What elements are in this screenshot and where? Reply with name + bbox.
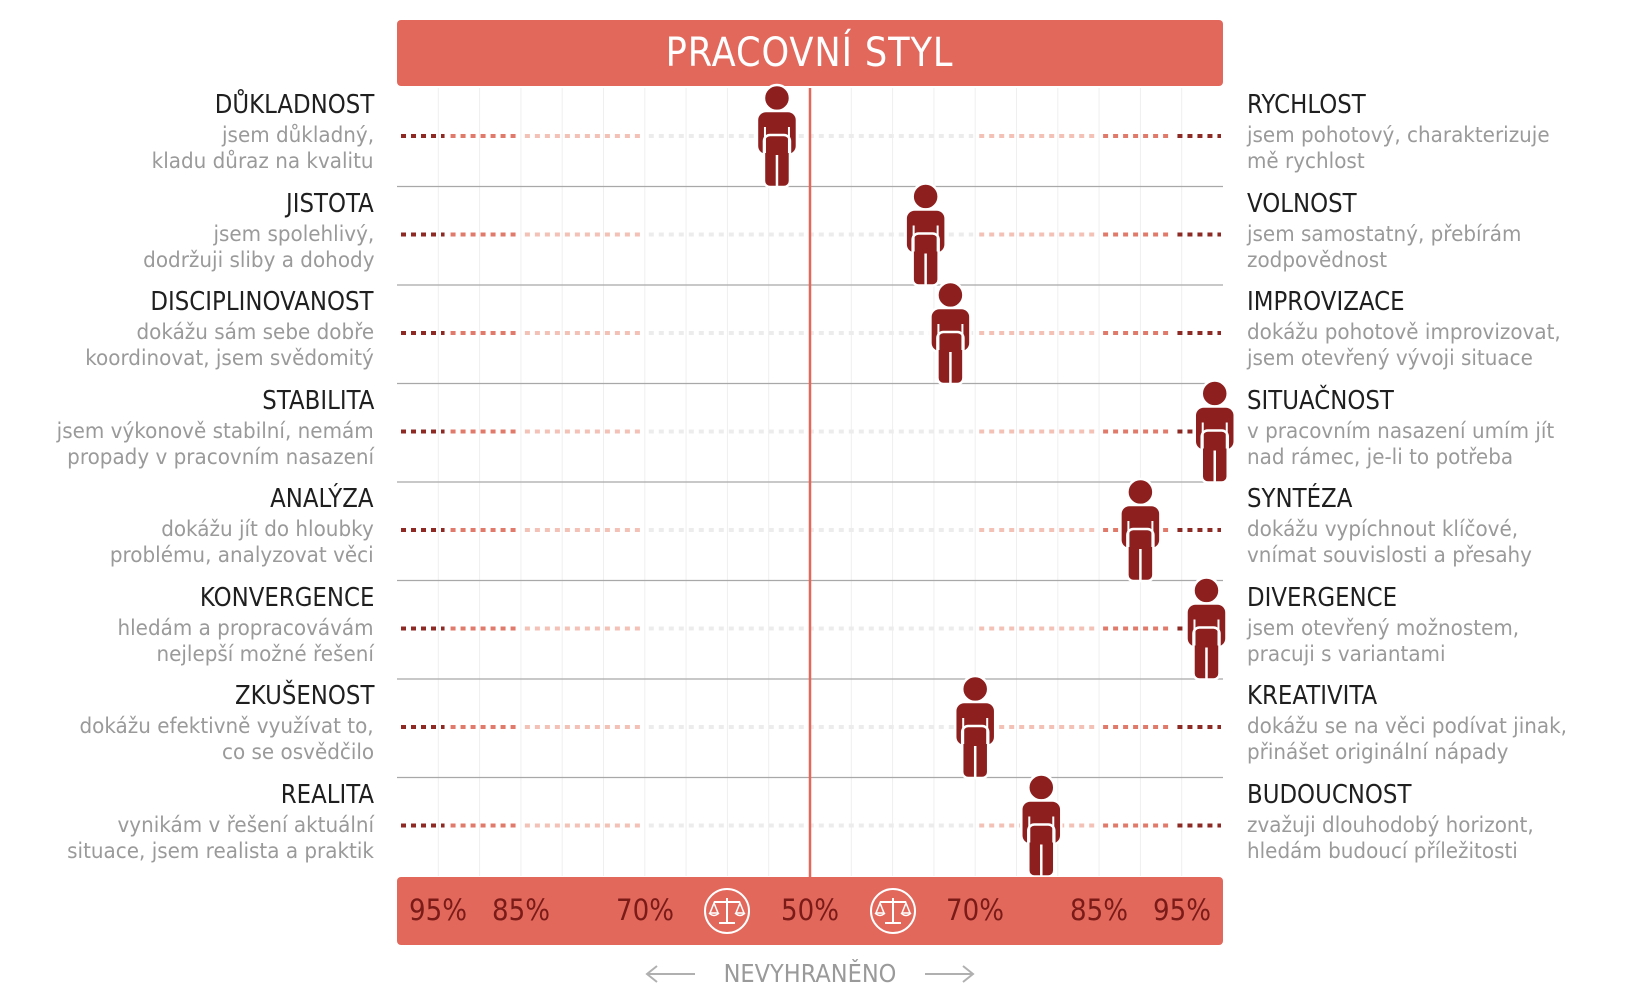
right-trait-description: dokážu pohotově improvizovat, xyxy=(1247,320,1561,344)
left-trait-description: co se osvědčilo xyxy=(221,740,374,764)
person-marker xyxy=(1193,379,1236,484)
right-trait-description: mě rychlost xyxy=(1247,149,1365,173)
right-trait-description: zvažuji dlouhodobý horizont, xyxy=(1247,812,1534,837)
right-trait-description: nad rámec, je-li to potřeba xyxy=(1247,444,1514,469)
left-trait-title: REALITA xyxy=(280,779,374,810)
axis-tick: 50% xyxy=(780,893,840,927)
balance-scale-icon xyxy=(869,888,916,934)
right-trait-description: hledám budoucí příležitosti xyxy=(1247,838,1518,863)
right-trait-description: dokážu vypíchnout klíčové, xyxy=(1247,517,1519,541)
left-trait-description: jsem spolehlivý, xyxy=(213,221,374,246)
left-trait-description: koordinovat, jsem svědomitý xyxy=(85,346,374,370)
right-trait-title: VOLNOST xyxy=(1247,188,1357,219)
right-trait-description: jsem pohotový, charakterizuje xyxy=(1247,123,1550,147)
left-trait-title: KONVERGENCE xyxy=(199,582,374,613)
right-trait-title: IMPROVIZACE xyxy=(1247,287,1405,317)
page-title: PRACOVNÍ STYL xyxy=(666,30,954,76)
axis-bar: 95% 85% 70% 50% 70% 85% 95% xyxy=(397,877,1223,945)
left-trait-description: jsem výkonově stabilní, nemám xyxy=(56,418,374,443)
right-trait-title: SITUAČNOST xyxy=(1247,385,1394,416)
balance-scale-icon xyxy=(704,888,751,934)
axis-tick: 95% xyxy=(409,893,468,927)
axis-tick: 70% xyxy=(946,893,1005,927)
right-trait-title: DIVERGENCE xyxy=(1247,582,1398,613)
right-trait-description: jsem otevřený možnostem, xyxy=(1247,615,1520,640)
title-banner: PRACOVNÍ STYL xyxy=(397,20,1223,86)
left-trait-title: STABILITA xyxy=(261,385,374,416)
axis-tick: 85% xyxy=(1070,893,1129,927)
axis-tick: 95% xyxy=(1152,893,1211,927)
right-trait-description: přinášet originální nápady xyxy=(1247,740,1509,764)
left-trait-description: propady v pracovním nasazení xyxy=(67,444,374,469)
left-trait-description: vynikám v řešení aktuální xyxy=(117,812,374,837)
axis-tick: 85% xyxy=(491,893,550,927)
left-trait-description: dokážu efektivně využívat to, xyxy=(79,714,374,738)
right-trait-description: jsem otevřený vývoji situace xyxy=(1247,346,1533,370)
left-trait-title: DŮKLADNOST xyxy=(214,90,374,120)
right-trait-description: zodpovědnost xyxy=(1247,247,1388,272)
neutral-range-indicator: NEVYHRANĚNO xyxy=(645,956,975,992)
left-trait-title: ANALÝZA xyxy=(270,484,374,514)
left-trait-title: ZKUŠENOST xyxy=(234,681,374,711)
right-trait-description: jsem samostatný, přebírám xyxy=(1247,221,1522,246)
neutral-range-arrows xyxy=(645,965,975,983)
left-trait-description: situace, jsem realista a praktik xyxy=(67,838,374,863)
right-trait-title: SYNTÉZA xyxy=(1247,484,1353,514)
right-trait-title: KREATIVITA xyxy=(1247,681,1378,711)
left-trait-description: hledám a propracovávám xyxy=(117,615,374,640)
person-marker xyxy=(1119,477,1162,583)
left-trait-description: dokážu jít do hloubky xyxy=(161,517,374,541)
person-marker xyxy=(755,83,799,189)
left-trait-description: dokážu sám sebe dobře xyxy=(136,320,374,344)
right-trait-description: vnímat souvislosti a přesahy xyxy=(1247,543,1532,567)
left-trait-description: dodržuji sliby a dohody xyxy=(142,247,374,272)
right-trait-title: BUDOUCNOST xyxy=(1247,779,1412,810)
right-trait-description: v pracovním nasazení umím jít xyxy=(1247,418,1555,443)
left-trait-description: nejlepší možné řešení xyxy=(156,641,374,666)
neutral-range-label: NEVYHRANĚNO xyxy=(723,959,897,988)
left-trait-description: kladu důraz na kvalitu xyxy=(152,149,374,173)
person-marker xyxy=(1185,576,1228,681)
axis-tick: 70% xyxy=(615,893,674,927)
left-trait-title: JISTOTA xyxy=(286,188,374,219)
person-marker xyxy=(1020,773,1063,878)
left-trait-description: jsem důkladný, xyxy=(221,123,374,147)
left-trait-title: DISCIPLINOVANOST xyxy=(150,287,374,317)
right-trait-description: dokážu se na věci podívat jinak, xyxy=(1247,714,1568,738)
person-marker xyxy=(953,674,997,780)
right-trait-title: RYCHLOST xyxy=(1247,90,1366,120)
left-trait-description: problému, analyzovat věci xyxy=(110,543,374,567)
person-marker xyxy=(929,280,972,386)
right-trait-description: pracuji s variantami xyxy=(1247,641,1446,666)
person-marker xyxy=(904,182,947,287)
